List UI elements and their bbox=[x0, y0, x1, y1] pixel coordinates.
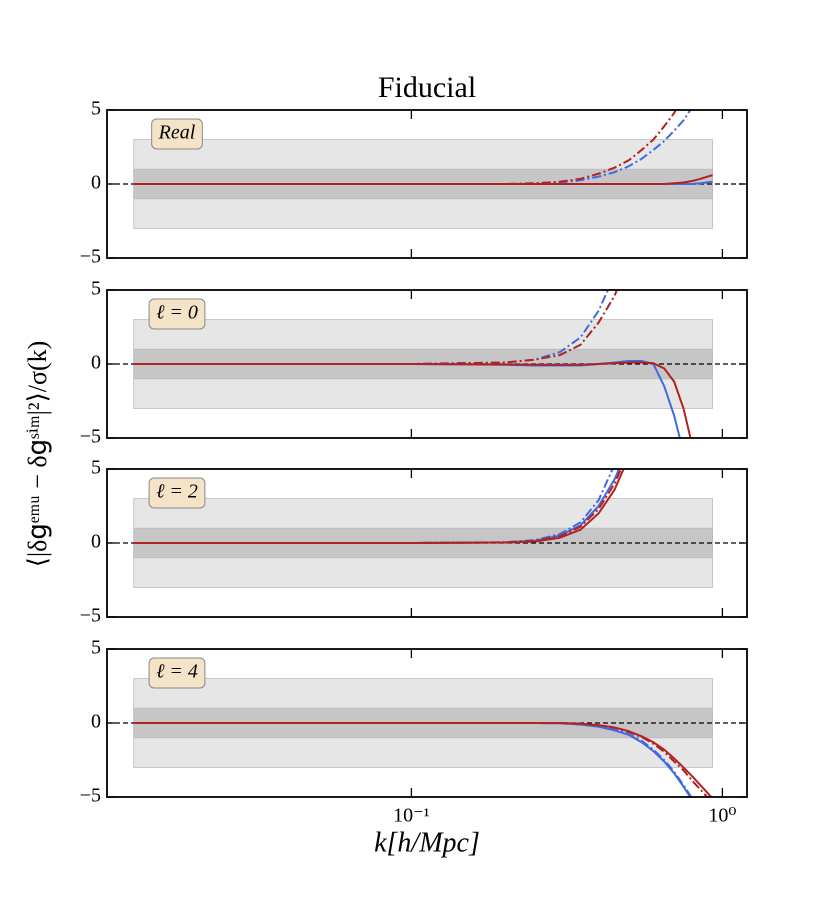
line bbox=[133, 361, 692, 438]
line bbox=[133, 174, 713, 185]
line bbox=[133, 469, 623, 544]
y-tick-label: 5 bbox=[91, 637, 101, 659]
label-box bbox=[148, 477, 206, 509]
label-box bbox=[148, 298, 206, 330]
y-tick-label: 0 bbox=[91, 172, 101, 194]
line bbox=[133, 469, 625, 544]
panel: −5 0 5 ℓ = 0 bbox=[80, 278, 748, 448]
y-tick-label: −5 bbox=[80, 785, 101, 807]
label-box bbox=[151, 118, 203, 150]
y-tick-label: 0 bbox=[91, 352, 101, 374]
y-tick-label: 5 bbox=[91, 278, 101, 300]
panel-label: ℓ = 4 bbox=[156, 661, 198, 683]
y-tick-label: 5 bbox=[91, 98, 101, 120]
panel: −5 0 5 Real bbox=[80, 98, 748, 268]
y-tick-label: −5 bbox=[80, 605, 101, 627]
line bbox=[133, 722, 713, 797]
y-tick-label: −5 bbox=[80, 426, 101, 448]
panel-label: ℓ = 2 bbox=[156, 481, 198, 503]
chart-title: Fiducial bbox=[378, 71, 476, 104]
panel-label: ℓ = 0 bbox=[156, 302, 198, 324]
x-tick-label: 10⁰ bbox=[708, 805, 736, 827]
x-axis-label: k[h/Mpc] bbox=[374, 827, 480, 858]
y-tick-label: 0 bbox=[91, 711, 101, 733]
series-group bbox=[133, 290, 692, 438]
y-tick-label: −5 bbox=[80, 246, 101, 268]
panel-label: Real bbox=[158, 122, 196, 144]
panel: −5 0 5 10⁻¹ 10⁰ ℓ = 4 bbox=[80, 637, 748, 827]
series-group bbox=[133, 110, 713, 185]
x-tick-label: 10⁻¹ bbox=[393, 805, 430, 827]
panel: −5 0 5 ℓ = 2 bbox=[80, 457, 748, 627]
series-group bbox=[133, 722, 713, 797]
y-tick-label: 0 bbox=[91, 531, 101, 553]
y-tick-label: 5 bbox=[91, 457, 101, 479]
y-axis-label: ⟨|δ𝗀ᵉᵐᵘ − δ𝗀ˢⁱᵐ|²⟩/σ(k) bbox=[23, 341, 52, 568]
label-box bbox=[148, 657, 206, 689]
series-group bbox=[133, 469, 625, 544]
line bbox=[133, 290, 618, 365]
